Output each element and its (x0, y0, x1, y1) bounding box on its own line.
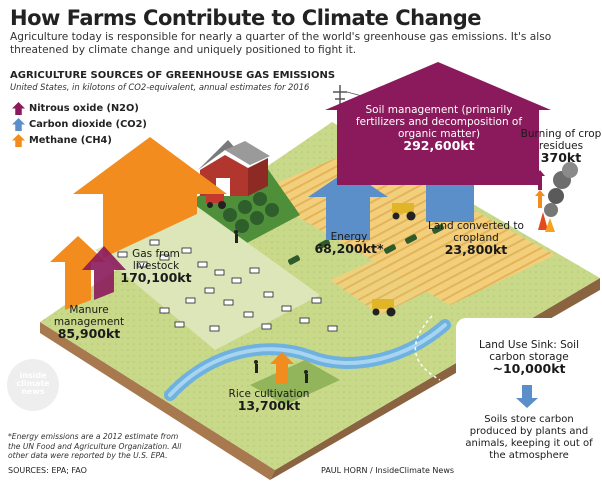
tractor-red (206, 194, 226, 209)
land-converted-value: 23,800kt (444, 242, 508, 257)
tractor-yellow-1 (392, 203, 416, 221)
rice-methane-arrow (270, 352, 294, 384)
manure-value: 85,900kt (57, 326, 121, 341)
livestock-value: 170,100kt (120, 270, 192, 285)
rice-paddy (250, 360, 340, 405)
legend-methane-label: Methane (CH4) (29, 134, 112, 146)
legend-nitrous: Nitrous oxide (N2O) (12, 100, 147, 116)
land-converted-label: Land converted to cropland 23,800kt (426, 220, 526, 256)
soil-management-value: 292,600kt (403, 138, 475, 153)
sink-dashed-link (414, 315, 441, 381)
sink-title: Land Use Sink: Soil carbon storage (478, 339, 579, 363)
section-title: AGRICULTURE SOURCES OF GREENHOUSE GAS EM… (10, 70, 336, 81)
rice-label: Rice cultivation 13,700kt (226, 388, 312, 412)
land-converted-text: Land converted to cropland (428, 220, 524, 244)
manure-nitrous-arrow (82, 246, 126, 300)
livestock-methane-arrow (73, 137, 227, 258)
burning-smoke (538, 162, 578, 232)
crop-field-front (330, 240, 470, 315)
legend-nitrous-label: Nitrous oxide (N2O) (29, 102, 139, 114)
sink-value: ~10,000kt (492, 361, 566, 376)
hay-bales (287, 224, 445, 265)
carbon-arrow-icon (12, 117, 25, 131)
legend-carbon: Carbon dioxide (CO2) (12, 116, 147, 132)
watermark-text: inside climate news (16, 371, 50, 396)
burning-label: Burning of crop residues 370kt (520, 128, 602, 164)
rice-value: 13,700kt (237, 398, 301, 413)
burning-text: Burning of crop residues (520, 128, 602, 152)
sink-description: Soils store carbon produced by plants an… (465, 414, 593, 461)
soil-nitrous-arrow (325, 62, 551, 185)
legend: Nitrous oxide (N2O) Carbon dioxide (CO2)… (12, 100, 147, 148)
soil-management-text: Soil management (primarily fertilizers a… (355, 104, 523, 140)
legend-carbon-label: Carbon dioxide (CO2) (29, 118, 147, 130)
methane-arrow-icon (12, 133, 25, 147)
manure-methane-arrow (50, 236, 106, 310)
energy-text: Energy (330, 231, 368, 243)
rice-text: Rice cultivation (228, 388, 310, 400)
credit-line: PAUL HORN / InsideClimate News (321, 466, 455, 475)
footnote: *Energy emissions are a 2012 estimate fr… (8, 432, 182, 460)
watermark-logo (7, 359, 59, 411)
land-slab-side-left (40, 322, 275, 480)
livestock-text: Gas from livestock (132, 248, 180, 272)
trees (223, 192, 279, 233)
energy-carbon-arrow (308, 170, 388, 240)
livestock-label: Gas from livestock 170,100kt (108, 248, 204, 284)
manure-text: Manure management (53, 304, 125, 328)
sink-down-arrow (516, 385, 538, 408)
burning-nitrous-arrow (535, 170, 545, 190)
soil-management-label: Soil management (primarily fertilizers a… (350, 104, 528, 152)
manure-label: Manure management 85,900kt (44, 304, 134, 340)
sources-line: SOURCES: EPA; FAO (8, 466, 87, 475)
burning-methane-arrow (535, 190, 545, 208)
burning-value: 370kt (540, 150, 582, 165)
nitrous-arrow-icon (12, 101, 25, 115)
energy-label: Energy 68,200kt* (310, 231, 388, 255)
page-title: How Farms Contribute to Climate Change (10, 6, 482, 30)
tractor-yellow-2 (372, 299, 396, 317)
energy-value: 68,200kt* (314, 241, 384, 256)
legend-methane: Methane (CH4) (12, 132, 147, 148)
intro-text: Agriculture today is responsible for nea… (10, 31, 552, 56)
section-subtitle: United States, in kilotons of CO2-equiva… (10, 82, 310, 92)
sink-label: Land Use Sink: Soil carbon storage ~10,0… (462, 339, 596, 375)
